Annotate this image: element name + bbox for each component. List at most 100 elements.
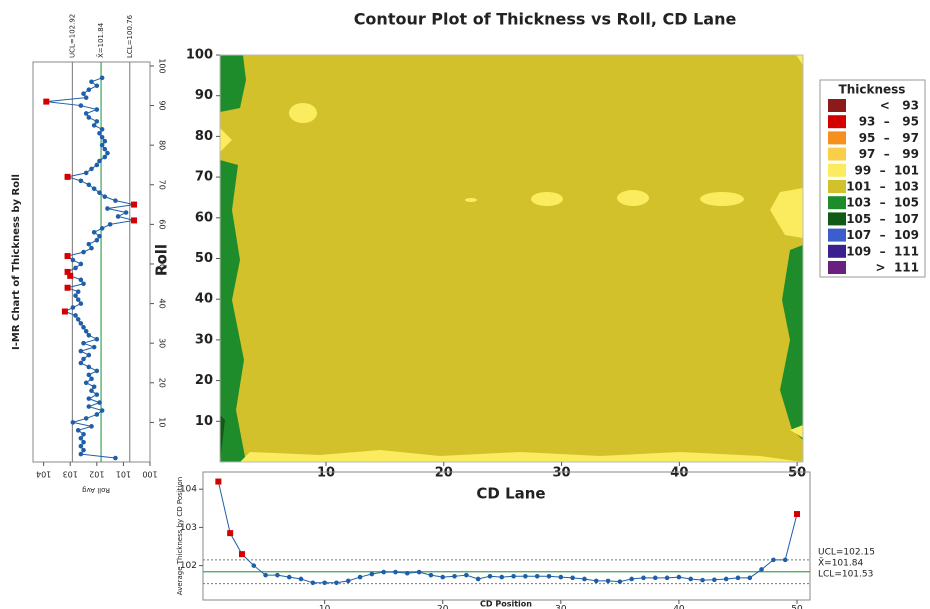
legend-swatch [828, 115, 846, 129]
x-tick-label: 60 [158, 219, 167, 229]
data-point [652, 575, 658, 581]
data-point [86, 87, 92, 93]
data-point [286, 574, 292, 580]
data-point [113, 198, 118, 203]
data-point [75, 428, 81, 433]
data-point [99, 226, 105, 231]
y-tick-label: 104 [180, 485, 197, 495]
x-tick-label: 70 [158, 180, 167, 190]
y-tick-label: 101 [116, 470, 131, 479]
data-point [83, 380, 89, 386]
data-point [440, 574, 446, 580]
data-point [688, 576, 694, 582]
data-point [428, 572, 434, 578]
data-point [83, 329, 89, 334]
legend-label: 101 – 103 [846, 180, 919, 194]
data-point [70, 305, 76, 310]
data-point [97, 400, 102, 405]
data-point [97, 190, 102, 195]
data-point [91, 186, 97, 192]
x-tick-label: 10 [319, 605, 331, 609]
data-point [605, 578, 611, 584]
data-point [94, 336, 100, 342]
x-tick-label: 10 [158, 417, 167, 427]
data-point [593, 578, 599, 584]
data-point [81, 281, 86, 287]
legend-label: 103 – 105 [846, 196, 919, 210]
data-point [99, 408, 105, 413]
data-point [251, 563, 257, 568]
data-point [83, 95, 89, 100]
data-point [523, 574, 528, 579]
y-tick-label: 10 [195, 414, 213, 429]
x-tick-label: 30 [555, 605, 567, 609]
data-point [94, 119, 100, 124]
data-point [99, 134, 105, 140]
x-tick-label: 50 [158, 259, 167, 269]
chart-title: I-MR Chart of Thickness by Roll [11, 174, 22, 350]
data-point [86, 372, 92, 378]
limit-label: LCL=101.53 [818, 570, 873, 580]
x-tick-label: 80 [158, 140, 167, 150]
data-point [75, 297, 81, 302]
data-point [582, 576, 587, 582]
data-point [759, 567, 764, 572]
flagged-point [64, 173, 71, 180]
data-point [70, 420, 76, 425]
data-point [475, 576, 481, 582]
y-tick-label: 70 [195, 170, 213, 185]
data-point [70, 257, 76, 263]
data-point [534, 574, 540, 579]
data-point [641, 575, 646, 581]
data-point [86, 332, 92, 338]
data-point [747, 575, 753, 581]
y-axis-label: Roll Avg [82, 486, 110, 494]
limit-label: LCL=100.76 [126, 14, 134, 58]
data-point [629, 576, 634, 582]
flagged-point [43, 98, 50, 105]
data-point [86, 182, 92, 188]
x-tick-label: 50 [788, 466, 806, 481]
data-point [89, 424, 94, 429]
data-point [94, 412, 100, 417]
data-point [89, 376, 94, 382]
flagged-point [215, 478, 222, 485]
plot-frame [202, 471, 811, 601]
data-point [94, 107, 100, 112]
y-axis-label: Average Thickness by CD Position [176, 477, 184, 595]
legend-label: 109 – 111 [846, 244, 919, 258]
data-point [700, 577, 705, 583]
y-tick-label: 100 [142, 470, 157, 479]
data-point [511, 574, 516, 579]
legend-label: 95 – 97 [859, 131, 919, 145]
legend-label: 99 – 101 [855, 163, 919, 177]
data-point [102, 146, 108, 152]
data-point [99, 127, 105, 132]
data-point [334, 580, 339, 586]
data-point [86, 241, 92, 247]
data-point [78, 178, 84, 184]
data-point [89, 388, 94, 394]
x-tick-label: 40 [670, 466, 688, 481]
plot-frame [32, 61, 151, 463]
chart-title: Contour Plot of Thickness vs Roll, CD La… [354, 10, 737, 29]
flagged-point [64, 268, 71, 275]
data-point [78, 301, 84, 306]
data-point [97, 158, 102, 164]
legend-swatch [828, 131, 846, 145]
legend-swatch [828, 196, 846, 210]
legend-title: Thickness [839, 83, 906, 97]
data-point [81, 91, 86, 96]
y-tick-label: 30 [195, 332, 213, 347]
data-point [86, 396, 92, 401]
data-point [83, 416, 89, 421]
data-point [771, 557, 776, 563]
y-tick-label: 100 [186, 48, 213, 63]
data-point [345, 578, 351, 584]
data-point [75, 317, 81, 322]
data-point [94, 368, 100, 374]
data-point [89, 166, 94, 172]
limit-label: UCL=102.92 [68, 14, 76, 58]
data-point [393, 569, 398, 575]
